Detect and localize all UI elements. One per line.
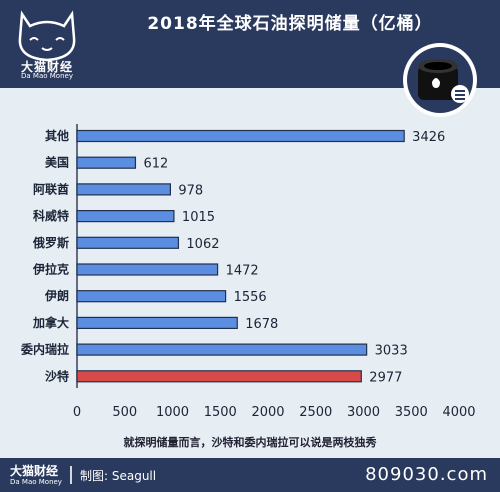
footer-bar: 大猫财经 Da Mao Money 制图: Seagull 809030.com bbox=[0, 458, 500, 492]
category-label: 俄罗斯 bbox=[32, 235, 69, 250]
data-label: 3033 bbox=[375, 344, 408, 359]
category-label: 加拿大 bbox=[32, 315, 69, 330]
data-label: 2977 bbox=[369, 370, 402, 385]
x-tick-label: 1000 bbox=[156, 405, 189, 420]
footer-brand-en: Da Mao Money bbox=[10, 478, 62, 486]
category-label: 其他 bbox=[45, 128, 69, 143]
cat-logo-icon bbox=[18, 10, 76, 62]
data-label: 1472 bbox=[226, 264, 259, 279]
x-tick-label: 500 bbox=[112, 405, 137, 420]
footer-site: 809030.com bbox=[365, 464, 488, 485]
oil-barrel-icon bbox=[403, 43, 477, 117]
data-label: 1015 bbox=[182, 210, 215, 225]
bar bbox=[76, 290, 227, 303]
bar bbox=[76, 370, 362, 383]
bar bbox=[76, 236, 180, 249]
category-label: 阿联酋 bbox=[33, 181, 69, 196]
header-band: 大猫财经 Da Mao Money 2018年全球石油探明储量（亿桶） bbox=[0, 0, 500, 88]
data-label: 3426 bbox=[412, 130, 445, 145]
chart-title: 2018年全球石油探明储量（亿桶） bbox=[147, 14, 433, 34]
bar bbox=[76, 129, 405, 143]
bar bbox=[76, 263, 219, 276]
x-tick-label: 3500 bbox=[395, 405, 428, 420]
category-label: 科威特 bbox=[33, 208, 69, 223]
brand-name-cn: 大猫财经 bbox=[20, 60, 73, 74]
category-label: 沙特 bbox=[45, 368, 69, 383]
bar bbox=[76, 316, 238, 329]
data-label: 1678 bbox=[245, 317, 278, 332]
category-label: 委内瑞拉 bbox=[20, 342, 69, 357]
category-label: 伊拉克 bbox=[32, 262, 69, 277]
data-label: 612 bbox=[143, 157, 168, 172]
footer-brand-cn: 大猫财经 bbox=[10, 464, 59, 478]
data-label: 978 bbox=[178, 183, 203, 198]
bar bbox=[76, 343, 368, 356]
bar bbox=[76, 156, 137, 169]
bar bbox=[76, 210, 175, 223]
footer-divider bbox=[70, 466, 72, 484]
data-label: 1556 bbox=[234, 290, 267, 305]
x-tick-label: 2500 bbox=[299, 405, 332, 420]
data-label: 1062 bbox=[186, 237, 219, 252]
x-tick-label: 1500 bbox=[204, 405, 237, 420]
bar bbox=[76, 183, 171, 196]
brand-name-en: Da Mao Money bbox=[21, 72, 73, 80]
footer-credit: 制图: Seagull bbox=[80, 469, 157, 483]
x-tick-label: 3000 bbox=[347, 405, 380, 420]
category-label: 美国 bbox=[45, 155, 69, 170]
x-tick-label: 0 bbox=[73, 405, 81, 420]
chart-subtitle: 就探明储量而言，沙特和委内瑞拉可以说是两枝独秀 bbox=[123, 436, 377, 449]
x-tick-label: 4000 bbox=[442, 405, 475, 420]
x-tick-label: 2000 bbox=[251, 405, 284, 420]
category-label: 伊朗 bbox=[44, 288, 69, 303]
